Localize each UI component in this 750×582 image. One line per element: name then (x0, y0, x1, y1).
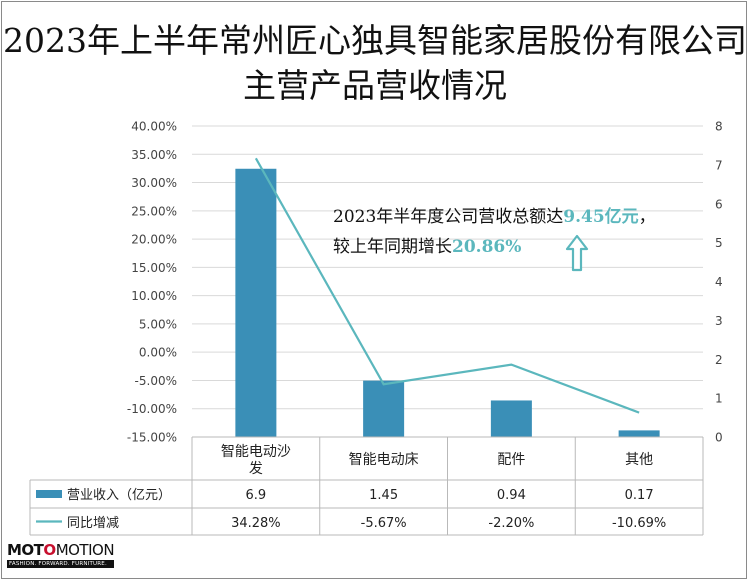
right-axis-tick-label: 0 (715, 431, 723, 445)
yoy-value-cell: -10.69% (612, 516, 666, 531)
annotation-suffix-1: ， (638, 207, 656, 227)
brand-logo: MOTOMOTION FASHION. FORWARD. FURNITURE. (7, 541, 115, 568)
up-arrow-icon (565, 234, 589, 272)
bar-series (235, 168, 660, 437)
right-axis-tick-label: 6 (715, 197, 723, 211)
revenue-value-cell: 0.17 (625, 488, 654, 503)
right-axis-tick-label: 5 (715, 236, 723, 250)
revenue-bar (363, 380, 405, 437)
left-axis-ticks: 40.00% 35.00% 30.00% 25.00% 20.00% 15.00% 10.0… (127, 120, 177, 445)
revenue-value-cell: 1.45 (369, 488, 398, 503)
gridlines (192, 125, 703, 438)
logo-wordmark: MOTOMOTION (7, 541, 115, 559)
left-axis-tick-label: 25.00% (131, 204, 177, 218)
yoy-value-cell: 34.28% (231, 516, 281, 531)
legend-key-bar (36, 490, 62, 498)
category-label: 智能电动床 (349, 452, 419, 468)
left-axis-tick-label: -15.00% (127, 431, 177, 445)
right-axis-tick-label: 7 (715, 158, 723, 172)
revenue-value-cell: 6.9 (246, 488, 267, 503)
left-axis-tick-label: 5.00% (139, 317, 177, 331)
revenue-bar (235, 168, 277, 437)
annotation-total-revenue: 9.45亿元 (563, 207, 639, 227)
yoy-value-cell: -5.67% (361, 516, 407, 531)
right-axis-ticks: 8 7 6 5 4 3 2 1 0 (715, 120, 723, 445)
annotation-line-2: 较上年同期增长20.86% (333, 232, 656, 262)
category-label: 配件 (497, 452, 525, 468)
left-axis-tick-label: -10.00% (127, 402, 177, 416)
category-label: 其他 (625, 452, 653, 468)
right-axis-tick-label: 3 (715, 314, 723, 328)
revenue-value-cell: 0.94 (497, 488, 526, 503)
logo-tagline: FASHION. FORWARD. FURNITURE. (7, 560, 115, 568)
right-axis-tick-label: 1 (715, 392, 723, 406)
line-series (254, 157, 640, 414)
legend-label-yoy: 同比增减 (67, 516, 119, 531)
right-axis-tick-label: 8 (715, 120, 723, 134)
yoy-value-cell: -2.20% (488, 516, 534, 531)
annotation-prefix-1: 2023年半年度公司营收总额达 (333, 207, 564, 227)
legend-label-revenue: 营业收入（亿元） (67, 488, 171, 503)
left-axis-tick-label: 20.00% (131, 233, 177, 247)
revenue-annotation: 2023年半年度公司营收总额达9.45亿元， 较上年同期增长20.86% (333, 202, 656, 262)
yoy-change-line (254, 157, 640, 414)
left-axis-tick-label: 0.00% (139, 346, 177, 360)
right-axis-tick-label: 4 (715, 275, 723, 289)
revenue-bar (618, 430, 660, 437)
chart-title: 2023年上半年常州匠心独具智能家居股份有限公司主营产品营收情况 (3, 21, 747, 105)
category-label: 智能电动沙 (221, 444, 291, 460)
category-label: 发 (249, 461, 263, 477)
left-axis-tick-label: 10.00% (131, 289, 177, 303)
left-axis-tick-label: 40.00% (131, 120, 177, 134)
revenue-bar (490, 400, 532, 437)
annotation-growth-rate: 20.86% (452, 237, 522, 257)
left-axis-tick-label: 35.00% (131, 148, 177, 162)
left-axis-tick-label: -5.00% (135, 374, 177, 388)
annotation-line-1: 2023年半年度公司营收总额达9.45亿元， (333, 202, 656, 232)
left-axis-tick-label: 15.00% (131, 261, 177, 275)
annotation-prefix-2: 较上年同期增长 (333, 237, 452, 257)
right-axis-tick-label: 2 (715, 353, 723, 367)
left-axis-tick-label: 30.00% (131, 176, 177, 190)
